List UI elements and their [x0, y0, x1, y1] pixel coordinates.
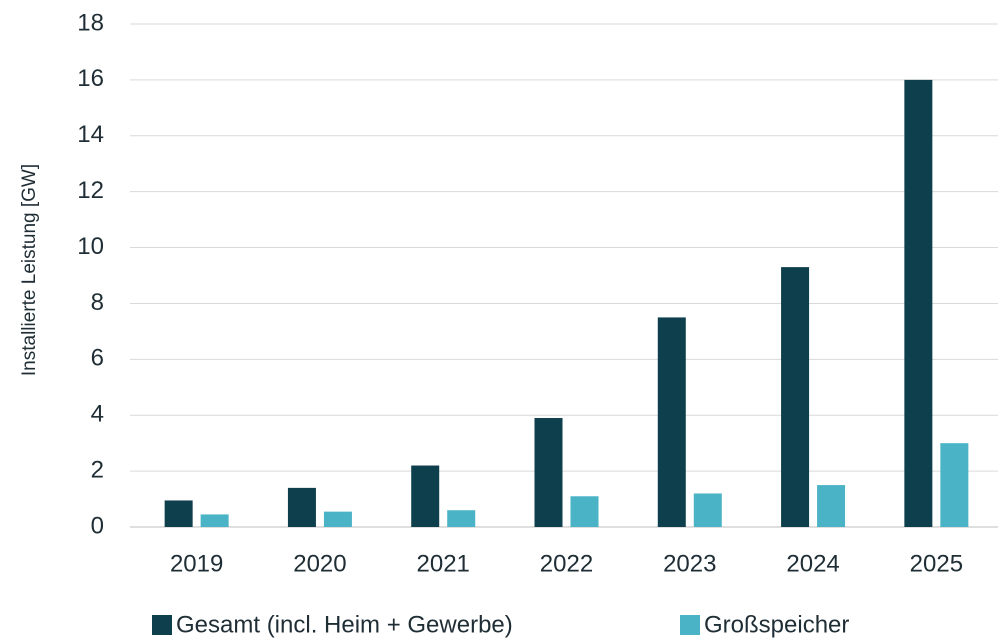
- y-tick-label: 0: [91, 512, 104, 539]
- bar: [904, 79, 933, 527]
- y-tick-label: 16: [77, 65, 104, 92]
- bar: [164, 500, 193, 527]
- bar: [287, 487, 316, 527]
- legend-swatch: [152, 615, 172, 635]
- x-tick-label: 2022: [540, 550, 593, 577]
- y-tick-label: 10: [77, 233, 104, 260]
- bar: [323, 511, 352, 527]
- bar: [570, 496, 599, 527]
- y-tick-label: 12: [77, 177, 104, 204]
- y-tick-label: 14: [77, 121, 104, 148]
- bar: [534, 418, 563, 527]
- x-tick-label: 2023: [663, 550, 716, 577]
- legend-label: Gesamt (incl. Heim + Gewerbe): [176, 611, 513, 638]
- bar: [693, 493, 722, 527]
- bar: [200, 514, 229, 527]
- legend-swatch: [680, 615, 700, 635]
- bar: [817, 485, 846, 527]
- bar: [411, 465, 440, 527]
- y-tick-label: 2: [91, 456, 104, 483]
- x-tick-label: 2019: [170, 550, 223, 577]
- y-tick-label: 18: [77, 9, 104, 36]
- x-tick-label: 2025: [910, 550, 963, 577]
- legend-label: Großspeicher: [704, 611, 849, 638]
- x-tick-label: 2020: [293, 550, 346, 577]
- y-tick-label: 6: [91, 345, 104, 372]
- bar: [657, 317, 686, 527]
- y-tick-label: 4: [91, 401, 104, 428]
- y-tick-label: 8: [91, 289, 104, 316]
- y-axis-label: Installierte Leistung [GW]: [19, 164, 40, 376]
- x-tick-label: 2021: [417, 550, 470, 577]
- bar: [781, 267, 810, 527]
- bar: [447, 510, 476, 527]
- bar: [940, 443, 969, 527]
- x-tick-label: 2024: [786, 550, 839, 577]
